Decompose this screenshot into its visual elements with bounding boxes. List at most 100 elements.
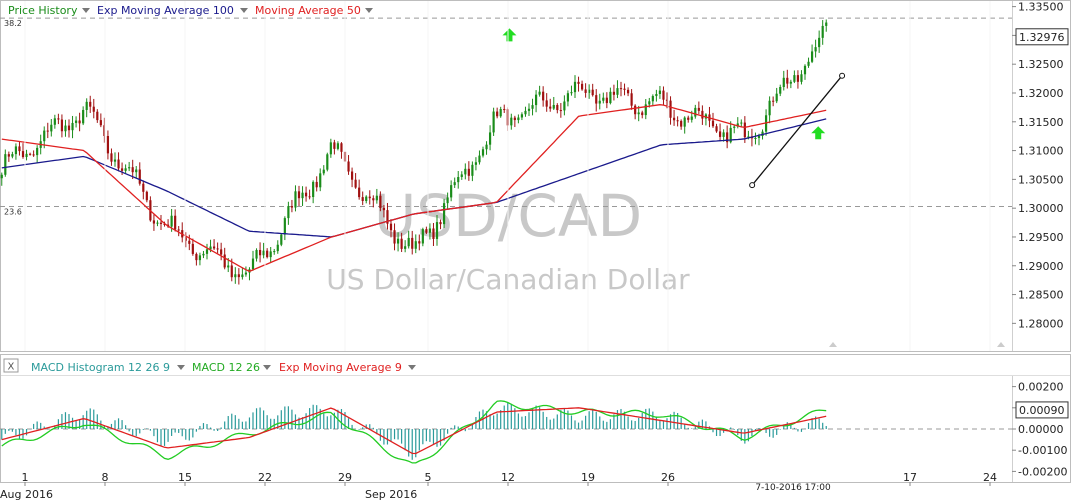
candle-body [676, 120, 679, 122]
candle-body [641, 112, 644, 116]
candle-body [120, 168, 124, 171]
trendline-handle[interactable] [749, 182, 756, 189]
legend-macd-line[interactable]: MACD 12 26 [192, 361, 260, 374]
legend-ma50[interactable]: Moving Average 50 [255, 4, 361, 17]
candle-body [729, 127, 732, 143]
candle-body [425, 229, 428, 233]
candle-body [736, 123, 739, 127]
signal-line [1, 407, 827, 455]
scroll-up-icon[interactable] [997, 342, 1005, 347]
candle-body [159, 222, 163, 224]
chevron-down-icon[interactable] [177, 365, 185, 370]
candle-body [82, 109, 85, 124]
candle-body [368, 196, 371, 199]
up-arrow-icon[interactable] [811, 126, 826, 140]
candle-body [46, 130, 49, 132]
chevron-down-icon[interactable] [82, 8, 90, 13]
candle-body [520, 114, 524, 118]
candle-body [280, 234, 283, 245]
candle-body [453, 182, 456, 186]
macd-histogram [0, 402, 1012, 460]
candle-body [619, 88, 623, 90]
candle-body [623, 88, 626, 90]
candle-body [559, 110, 562, 112]
close-panel-button[interactable] [3, 358, 19, 373]
cursor-date-label: 7-10-2016 17:00 [755, 483, 831, 493]
legend-price-history[interactable]: Price History [8, 4, 78, 17]
candle-body [418, 241, 421, 244]
candle-body [205, 249, 209, 254]
candle-body [255, 249, 258, 259]
legend-signal-line[interactable]: Exp Moving Average 9 [279, 361, 402, 374]
candle-body [237, 274, 240, 278]
candle-body [67, 125, 71, 131]
y-tick-label: 1.30000 [1018, 202, 1064, 215]
candle-body [135, 169, 138, 173]
legend-ema100[interactable]: Exp Moving Average 100 [97, 4, 234, 17]
candle-body [50, 124, 53, 132]
candle-body [457, 177, 460, 183]
candle-body [170, 215, 173, 227]
candle-body [803, 65, 807, 75]
candle-body [432, 228, 435, 239]
current-price-tag [1015, 28, 1069, 46]
up-arrow-icon[interactable] [502, 28, 517, 42]
candle-body [591, 89, 594, 96]
y-tick-label: 1.29500 [1018, 231, 1064, 244]
candle-body [697, 107, 700, 111]
candle-body [36, 147, 39, 156]
chevron-down-icon[interactable] [263, 365, 271, 370]
chevron-down-icon[interactable] [365, 8, 373, 13]
x-axis: 1 8 15 22 29 5 12 19 26 17 24 Aug 2016 Sep 2016 7-10-… [0, 1, 997, 501]
trendline[interactable] [751, 75, 843, 186]
y-tick-label: 1.29000 [1018, 260, 1064, 273]
candle-body [478, 155, 481, 163]
candle-body [142, 183, 145, 192]
candle-body [382, 207, 386, 211]
price-legend: Price History Exp Moving Average 100 Mov… [8, 4, 373, 17]
candle-body [609, 91, 612, 104]
candle-body [333, 142, 336, 149]
y-tick-label: -0.00200 [1018, 465, 1067, 478]
candle-body [85, 101, 88, 110]
candle-body [110, 153, 113, 162]
candle-body [209, 246, 212, 250]
candle-body [488, 132, 492, 145]
price-y-axis: 1.335001.330001.325001.320001.315001.310… [1012, 1, 1069, 330]
candle-body [450, 185, 453, 198]
candle-body [379, 195, 382, 208]
candle-body [556, 105, 559, 111]
x-tick-label: 12 [501, 471, 515, 484]
macd-y-axis: 0.002000.001000.00000-0.00100-0.002000.0… [1012, 381, 1069, 478]
candle-body [715, 126, 718, 132]
candle-body [612, 91, 616, 95]
candle-body [336, 143, 340, 149]
chevron-down-icon[interactable] [408, 365, 416, 370]
candle-body [340, 143, 343, 152]
candle-body [163, 223, 166, 225]
candle-body [365, 196, 368, 201]
candle-body [549, 106, 552, 109]
candle-body [496, 111, 499, 117]
candle-body [329, 142, 332, 155]
candle-body [304, 192, 308, 197]
candle-body [588, 89, 591, 93]
candle-body [687, 117, 690, 120]
x-tick-label: 19 [581, 471, 595, 484]
candle-body [389, 223, 393, 231]
candle-body [662, 90, 665, 100]
candle-body [552, 105, 555, 109]
candle-body [651, 96, 654, 102]
candle-body [301, 192, 304, 199]
chevron-down-icon[interactable] [240, 8, 248, 13]
candle-body [32, 154, 35, 156]
scroll-up-icon[interactable] [829, 342, 837, 347]
close-icon[interactable]: X [8, 362, 15, 373]
candle-body [266, 250, 269, 258]
trendline-handle[interactable] [839, 72, 846, 79]
candle-body [393, 230, 396, 244]
candle-body [573, 81, 577, 93]
candle-body [347, 161, 350, 172]
legend-macd-histogram[interactable]: MACD Histogram 12 26 9 [31, 361, 170, 374]
